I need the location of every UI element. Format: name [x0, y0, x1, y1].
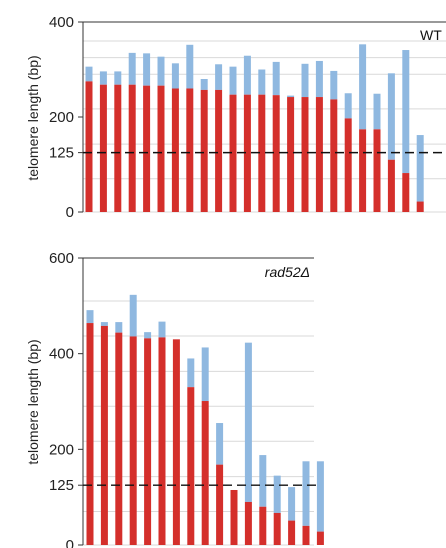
- wt-bar-red: [215, 89, 223, 212]
- wt-bar-red: [114, 84, 122, 212]
- rad52-bar-blue: [302, 461, 310, 526]
- rad52-bar-blue: [316, 461, 324, 532]
- rad52-y-tick-label: 200: [49, 441, 74, 458]
- wt-bar-blue: [287, 95, 295, 98]
- wt-bar-blue: [315, 60, 323, 98]
- wt-bar-red: [186, 88, 194, 212]
- wt-bar-red: [373, 129, 381, 212]
- rad52-bar-red: [302, 525, 310, 545]
- rad52-y-tick-label: 600: [49, 250, 74, 267]
- rad52-bar-red: [144, 338, 152, 545]
- wt-bar-blue: [272, 61, 280, 96]
- rad52-bar-blue: [187, 358, 195, 388]
- wt-y-axis-label: telomere length (bp): [25, 55, 41, 180]
- rad52-bar-blue: [129, 294, 137, 337]
- wt-bar-red: [344, 118, 352, 212]
- wt-bar-red: [243, 94, 251, 212]
- wt-bar-red: [315, 97, 323, 212]
- rad52-bar-red: [216, 464, 224, 545]
- wt-bar-blue: [114, 71, 122, 85]
- wt-bar-red: [272, 95, 280, 212]
- wt-bar-blue: [359, 44, 367, 130]
- rad52-bar-red: [273, 512, 281, 545]
- rad52-bar-blue: [100, 322, 108, 326]
- rad52-y-tick-label: 0: [66, 537, 74, 548]
- rad52-bar-blue: [115, 322, 123, 333]
- rad52-bar-red: [100, 325, 108, 545]
- wt-bar-red: [128, 84, 136, 212]
- wt-bar-blue: [301, 63, 309, 98]
- wt-bar-blue: [215, 64, 223, 90]
- wt-y-tick-label: 125: [49, 145, 74, 162]
- wt-bar-blue: [229, 66, 237, 95]
- rad52-bar-red: [230, 489, 238, 545]
- rad52-bar-blue: [216, 423, 224, 465]
- rad52-bar-red: [187, 387, 195, 545]
- rad52-panel: telomere length (bp) rad52Δ 0 125 200 400 60…: [25, 250, 324, 548]
- wt-bar-red: [402, 173, 410, 212]
- rad52-bar-blue: [259, 455, 267, 507]
- wt-bar-red: [330, 99, 338, 212]
- wt-bar-blue: [85, 66, 93, 82]
- wt-bar-blue: [157, 56, 165, 86]
- wt-bar-blue: [128, 52, 136, 85]
- rad52-bar-blue: [273, 475, 281, 513]
- wt-bar-blue: [171, 63, 179, 89]
- wt-panel-label: WT: [420, 27, 442, 43]
- rad52-bar-red: [316, 531, 324, 545]
- wt-bar-red: [301, 97, 309, 212]
- wt-bar-red: [171, 88, 179, 212]
- rad52-bar-blue: [288, 487, 296, 521]
- wt-bar-red: [359, 129, 367, 212]
- wt-y-tick-label: 400: [49, 14, 74, 31]
- wt-bar-blue: [99, 71, 107, 85]
- rad52-bar-red: [129, 336, 137, 545]
- wt-bar-blue: [344, 93, 352, 119]
- wt-bar-blue: [373, 93, 381, 130]
- rad52-bar-red: [158, 337, 166, 545]
- wt-bar-red: [85, 81, 93, 212]
- wt-bar-red: [157, 85, 165, 212]
- rad52-bar-red: [244, 501, 252, 545]
- rad52-y-tick-label: 125: [49, 477, 74, 494]
- wt-bar-red: [99, 84, 107, 212]
- rad52-bar-red: [86, 323, 94, 545]
- wt-bar-blue: [258, 69, 266, 95]
- wt-bar-blue: [402, 50, 410, 174]
- rad52-bar-blue: [244, 342, 252, 502]
- wt-bar-red: [229, 94, 237, 212]
- rad52-bar-red: [172, 339, 180, 545]
- rad52-bar-red: [201, 401, 209, 545]
- wt-bar-red: [143, 85, 151, 212]
- wt-bar-blue: [243, 55, 251, 95]
- wt-bar-blue: [416, 135, 424, 202]
- wt-bar-blue: [143, 53, 151, 86]
- rad52-bar-red: [288, 520, 296, 545]
- wt-bar-red: [258, 94, 266, 212]
- wt-bar-red: [287, 97, 295, 212]
- rad52-panel-label: rad52Δ: [265, 264, 310, 280]
- rad52-bar-blue: [201, 347, 209, 402]
- wt-bar-red: [200, 89, 208, 212]
- rad52-y-axis-label: telomere length (bp): [25, 339, 41, 464]
- wt-y-tick-label: 0: [66, 204, 74, 221]
- rad52-bar-blue: [144, 332, 152, 339]
- wt-bar-blue: [387, 73, 395, 160]
- wt-panel: telomere length (bp) WT 0 125 200 400: [25, 14, 446, 221]
- rad52-bar-red: [115, 332, 123, 545]
- wt-bar-blue: [186, 44, 194, 89]
- wt-bar-blue: [330, 70, 338, 100]
- rad52-bar-blue: [158, 321, 166, 338]
- rad52-bar-blue: [86, 310, 94, 324]
- wt-bar-red: [416, 201, 424, 212]
- wt-bar-blue: [200, 79, 208, 90]
- wt-y-tick-label: 200: [49, 109, 74, 126]
- rad52-bar-red: [259, 506, 267, 545]
- wt-bar-red: [387, 159, 395, 212]
- rad52-y-tick-label: 400: [49, 346, 74, 363]
